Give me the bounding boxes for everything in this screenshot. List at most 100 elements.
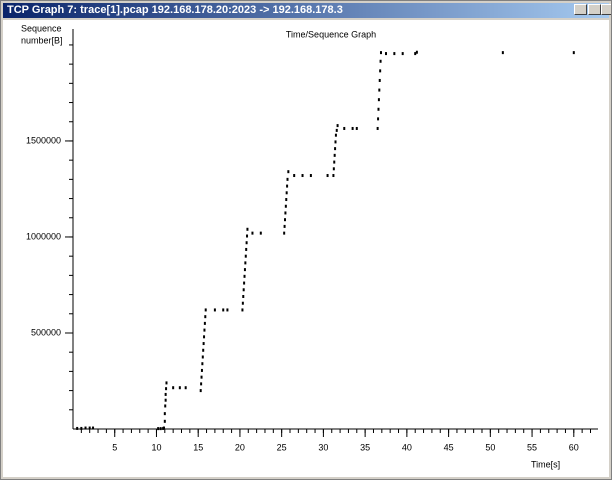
- data-point: [401, 52, 404, 56]
- x-axis-label: Time[s]: [531, 459, 560, 469]
- data-point: [355, 126, 358, 130]
- data-point: [246, 234, 249, 238]
- data-point: [283, 224, 286, 228]
- data-point: [164, 392, 167, 396]
- data-point: [283, 231, 286, 235]
- data-point: [200, 368, 203, 372]
- data-point: [92, 426, 95, 430]
- data-point: [334, 140, 337, 144]
- data-point: [378, 88, 381, 92]
- data-point: [245, 247, 248, 251]
- data-point: [243, 274, 246, 278]
- data-point: [284, 204, 287, 208]
- data-point: [293, 174, 296, 178]
- data-point: [241, 301, 244, 305]
- data-point: [376, 126, 379, 130]
- data-point: [572, 51, 575, 55]
- data-point: [285, 191, 288, 195]
- data-point: [393, 52, 396, 56]
- data-point: [414, 52, 417, 56]
- data-point: [379, 69, 382, 73]
- data-point: [501, 51, 504, 55]
- data-point: [157, 427, 160, 431]
- data-point: [335, 128, 338, 132]
- data-point: [284, 218, 287, 222]
- data-point: [204, 315, 207, 319]
- data-point: [88, 426, 91, 430]
- data-point: [377, 107, 380, 111]
- data-point: [384, 52, 387, 56]
- data-point: [334, 133, 337, 137]
- data-point: [172, 386, 175, 390]
- data-point: [333, 160, 336, 164]
- data-point: [204, 308, 207, 312]
- data-point: [336, 124, 339, 128]
- data-point: [201, 355, 204, 359]
- data-point: [164, 404, 167, 408]
- data-point: [286, 177, 289, 181]
- data-point: [415, 50, 418, 54]
- data-point: [351, 126, 354, 130]
- close-button[interactable]: [601, 4, 611, 15]
- data-point: [226, 308, 229, 312]
- y-axis-label: number[B]: [21, 35, 63, 45]
- data-point: [201, 362, 204, 366]
- data-point: [203, 335, 206, 339]
- x-tick-label: 55: [527, 442, 537, 452]
- data-point: [178, 386, 181, 390]
- data-point: [245, 241, 248, 245]
- data-point: [326, 174, 329, 178]
- x-tick-label: 40: [402, 442, 412, 452]
- y-axis-label: Sequence: [21, 23, 62, 33]
- data-point: [222, 308, 225, 312]
- x-tick-label: 60: [569, 442, 579, 452]
- data-point: [333, 153, 336, 157]
- data-point: [286, 184, 289, 188]
- x-tick-label: 35: [360, 442, 370, 452]
- y-tick-label: 500000: [31, 327, 61, 337]
- x-tick-label: 15: [193, 442, 203, 452]
- minimize-button[interactable]: [574, 4, 587, 15]
- x-tick-label: 30: [318, 442, 328, 452]
- x-tick-label: 20: [235, 442, 245, 452]
- data-point: [244, 254, 247, 258]
- data-point: [163, 419, 166, 423]
- y-tick-label: 1000000: [26, 231, 61, 241]
- data-point: [246, 227, 249, 231]
- data-point: [243, 281, 246, 285]
- x-tick-label: 5: [112, 442, 117, 452]
- data-point: [242, 288, 245, 292]
- data-point: [285, 198, 288, 202]
- data-point: [84, 426, 87, 430]
- data-point: [203, 321, 206, 325]
- title-bar: TCP Graph 7: trace[1].pcap 192.168.178.2…: [3, 3, 609, 18]
- data-point: [200, 382, 203, 386]
- maximize-button[interactable]: [588, 4, 601, 15]
- data-point: [202, 342, 205, 346]
- data-point: [80, 426, 83, 430]
- chart-title: Time/Sequence Graph: [286, 29, 376, 39]
- data-point: [165, 381, 168, 385]
- data-point: [332, 174, 335, 178]
- data-point: [202, 348, 205, 352]
- data-point: [162, 426, 165, 430]
- data-point: [301, 174, 304, 178]
- data-point: [165, 387, 168, 391]
- data-point: [213, 308, 216, 312]
- x-tick-label: 10: [151, 442, 161, 452]
- data-point: [243, 268, 246, 272]
- data-point: [259, 231, 262, 235]
- data-point: [159, 427, 162, 431]
- data-point: [377, 117, 380, 121]
- data-point: [199, 389, 202, 393]
- data-point: [242, 294, 245, 298]
- data-point: [251, 231, 254, 235]
- data-point: [378, 78, 381, 82]
- data-point: [184, 386, 187, 390]
- data-point: [287, 170, 290, 174]
- data-point: [163, 412, 166, 416]
- data-point: [379, 59, 382, 63]
- data-point: [241, 308, 244, 312]
- y-tick-label: 1500000: [26, 135, 61, 145]
